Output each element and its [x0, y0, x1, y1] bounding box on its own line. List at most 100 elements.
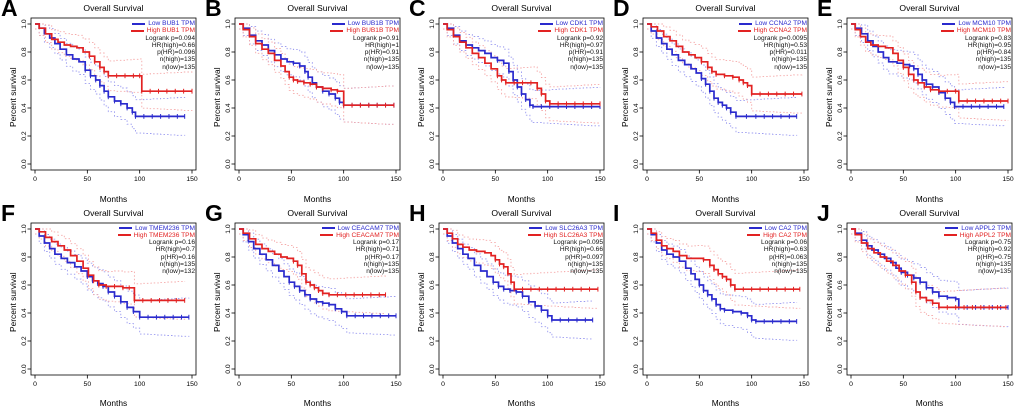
svg-text:1.0: 1.0 — [837, 224, 844, 234]
chart-title: Overall Survival — [287, 3, 348, 13]
panel-letter: J — [817, 199, 830, 226]
svg-text:100: 100 — [542, 176, 554, 183]
svg-text:150: 150 — [594, 381, 606, 388]
km-plot-canvas: 0 50 100 150 0.0 0.2 0.4 0.6 0.8 1.0 — [225, 222, 402, 388]
svg-text:0.6: 0.6 — [633, 75, 640, 85]
svg-text:0.8: 0.8 — [837, 252, 844, 262]
chart-title: Overall Survival — [83, 3, 144, 13]
svg-text:0.2: 0.2 — [225, 131, 232, 141]
x-axis-label: Months — [711, 398, 740, 408]
svg-text:100: 100 — [338, 381, 350, 388]
svg-text:0.2: 0.2 — [21, 336, 28, 346]
svg-text:0.4: 0.4 — [225, 103, 232, 113]
svg-text:0.2: 0.2 — [837, 131, 844, 141]
svg-text:100: 100 — [950, 381, 962, 388]
panel-letter: B — [205, 0, 222, 21]
svg-text:50: 50 — [900, 381, 908, 388]
x-axis-label: Months — [303, 193, 332, 204]
svg-text:0.6: 0.6 — [837, 75, 844, 85]
chart-title: Overall Survival — [287, 207, 348, 218]
x-axis-label: Months — [711, 193, 740, 204]
svg-text:0.0: 0.0 — [633, 364, 640, 374]
svg-text:50: 50 — [696, 176, 704, 183]
svg-text:50: 50 — [84, 176, 92, 183]
svg-text:0.2: 0.2 — [429, 131, 436, 141]
chart-title: Overall Survival — [695, 3, 756, 13]
svg-text:0.0: 0.0 — [429, 159, 436, 169]
km-plot-canvas: 0 50 100 150 0.0 0.2 0.4 0.6 0.8 1.0 — [21, 222, 198, 388]
y-axis-label: Percent survival — [620, 67, 630, 127]
km-plot-canvas: 0 50 100 150 0.0 0.2 0.4 0.6 0.8 1.0 — [837, 222, 1014, 388]
svg-text:0.4: 0.4 — [429, 103, 436, 113]
svg-text:1.0: 1.0 — [633, 19, 640, 29]
panel-letter: D — [613, 0, 630, 21]
svg-text:0.0: 0.0 — [21, 159, 28, 169]
y-axis-label: Percent survival — [824, 271, 834, 332]
svg-text:50: 50 — [288, 381, 296, 388]
svg-text:0.0: 0.0 — [837, 159, 844, 169]
svg-text:1.0: 1.0 — [633, 224, 640, 234]
svg-text:0.6: 0.6 — [225, 75, 232, 85]
svg-text:100: 100 — [134, 176, 146, 183]
panel-letter: G — [205, 199, 223, 226]
svg-text:0: 0 — [441, 381, 445, 388]
chart-title: Overall Survival — [491, 3, 552, 13]
svg-text:0: 0 — [645, 381, 649, 388]
svg-text:0.2: 0.2 — [225, 336, 232, 346]
svg-text:50: 50 — [900, 176, 908, 183]
svg-text:1.0: 1.0 — [225, 19, 232, 29]
svg-text:0.2: 0.2 — [429, 336, 436, 346]
svg-text:0.8: 0.8 — [429, 47, 436, 57]
x-axis-label: Months — [507, 193, 536, 204]
km-plot-canvas: 0 50 100 150 0.0 0.2 0.4 0.6 0.8 1.0 — [429, 17, 606, 183]
svg-text:150: 150 — [798, 176, 810, 183]
svg-text:100: 100 — [746, 176, 758, 183]
svg-text:0.6: 0.6 — [225, 280, 232, 290]
svg-text:50: 50 — [288, 176, 296, 183]
svg-text:150: 150 — [1002, 176, 1014, 183]
svg-text:1.0: 1.0 — [225, 224, 232, 234]
x-axis-label: Months — [915, 398, 944, 408]
svg-text:0.0: 0.0 — [429, 364, 436, 374]
svg-text:0.8: 0.8 — [633, 47, 640, 57]
panel-letter: C — [409, 0, 426, 21]
km-panel-c: C Overall Survival 0 50 100 150 0.0 0.2 0.4 0.6… — [408, 0, 612, 205]
y-axis-label: Percent survival — [620, 271, 630, 332]
km-panel-f: F Overall Survival 0 50 100 150 0.0 0.2 0.4 0.6… — [0, 200, 204, 409]
svg-text:100: 100 — [950, 176, 962, 183]
km-panel-j: J Overall Survival 0 50 100 150 0.0 0.2 0.4 0.6… — [816, 200, 1020, 409]
svg-text:0.8: 0.8 — [225, 252, 232, 262]
panel-letter: E — [817, 0, 832, 21]
svg-text:0.6: 0.6 — [633, 280, 640, 290]
panel-letter: H — [409, 199, 426, 226]
chart-title: Overall Survival — [695, 207, 756, 218]
svg-text:150: 150 — [798, 381, 810, 388]
svg-text:0.6: 0.6 — [429, 75, 436, 85]
svg-text:1.0: 1.0 — [21, 19, 28, 29]
svg-text:150: 150 — [594, 176, 606, 183]
x-axis-label: Months — [99, 193, 128, 204]
svg-text:1.0: 1.0 — [429, 19, 436, 29]
svg-text:0.8: 0.8 — [21, 47, 28, 57]
svg-text:150: 150 — [1002, 381, 1014, 388]
svg-text:0.0: 0.0 — [225, 159, 232, 169]
km-panel-b: B Overall Survival 0 50 100 150 0.0 0.2 0.4 0.6… — [204, 0, 408, 205]
svg-text:0.6: 0.6 — [21, 280, 28, 290]
svg-text:150: 150 — [186, 176, 198, 183]
svg-text:0.4: 0.4 — [429, 308, 436, 318]
svg-text:100: 100 — [338, 176, 350, 183]
svg-text:0.8: 0.8 — [837, 47, 844, 57]
svg-text:0: 0 — [237, 381, 241, 388]
km-panel-e: E Overall Survival 0 50 100 150 0.0 0.2 0.4 0.6… — [816, 0, 1020, 205]
svg-text:150: 150 — [186, 381, 198, 388]
svg-text:0.0: 0.0 — [225, 364, 232, 374]
svg-text:100: 100 — [542, 381, 554, 388]
svg-text:0: 0 — [645, 176, 649, 183]
svg-text:0.0: 0.0 — [633, 159, 640, 169]
svg-text:100: 100 — [134, 381, 146, 388]
svg-text:1.0: 1.0 — [21, 224, 28, 234]
y-axis-label: Percent survival — [8, 67, 18, 127]
x-axis-label: Months — [303, 398, 332, 408]
panel-letter: F — [1, 199, 15, 226]
km-plot-canvas: 0 50 100 150 0.0 0.2 0.4 0.6 0.8 1.0 — [429, 222, 606, 388]
